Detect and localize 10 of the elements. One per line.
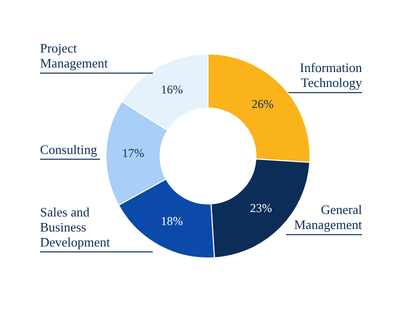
data-label: 16% xyxy=(160,82,183,96)
slice-label: Information Technology xyxy=(300,60,362,90)
data-label: 18% xyxy=(160,214,183,228)
data-label: 17% xyxy=(122,146,144,160)
slice-label: Consulting xyxy=(40,142,98,157)
slice-label: Sales and Business Development xyxy=(40,204,110,250)
slice-label: Project Management xyxy=(40,40,108,71)
data-label: 23% xyxy=(250,201,272,216)
slice-label: General Management xyxy=(294,202,362,232)
data-label: 26% xyxy=(252,96,274,111)
